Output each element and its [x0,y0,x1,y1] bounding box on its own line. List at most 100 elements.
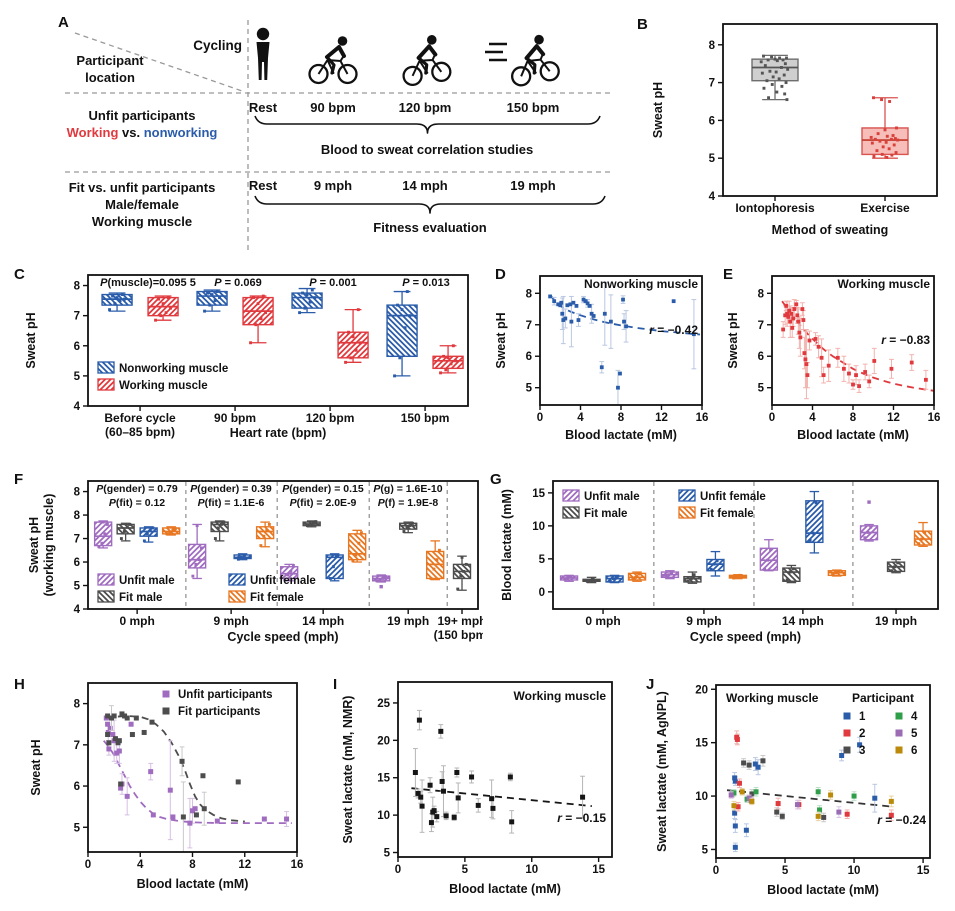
data-point [867,379,872,384]
jitter-point [437,548,441,552]
jitter-point [783,92,787,96]
panel-a: A Cycling Participant location Unfit partic… [50,8,630,260]
plot-frame [552,480,939,610]
data-point [786,315,791,319]
jitter-point [159,314,163,318]
jitter-point [154,318,158,322]
data-point [863,370,868,374]
data-point [752,761,758,767]
row2-group-label: Fit vs. unfit participants [69,180,216,195]
y-tick-label: 6 [74,341,80,353]
y-tick-label: 5 [74,581,81,593]
jitter-point [887,147,891,151]
jitter-point [444,368,448,372]
data-point [804,362,809,366]
trend-line [103,740,292,824]
jitter-point [393,374,397,378]
jitter-point [334,554,338,558]
jitter-point [383,575,387,579]
jitter-point [878,139,882,143]
data-point [800,307,805,311]
panel-label-b: B [637,16,648,33]
x-tick-label: 19 mph [875,614,917,628]
diagonal-divider [74,32,246,93]
annotation: Working muscle [838,277,931,291]
jitter-point [261,294,265,298]
data-point [455,795,461,801]
jitter-point [782,73,786,77]
x-tick-label: 12 [238,859,251,871]
legend-swatch [562,489,580,502]
panel-i: I 0 5 10 15 5 10 15 20 25 Sweat lactate (mM, NMR)… [330,672,630,907]
annotation: r = −0.83 [881,333,930,347]
jitter-point [876,132,880,136]
x-tick-label: 12 [655,412,668,424]
legend-label: Unfit male [119,575,175,587]
box-group [187,520,275,580]
jitter-point [569,575,573,579]
jitter-point [400,308,404,312]
jitter-point [197,558,201,562]
jitter-point [869,525,873,529]
jitter-point [301,291,305,295]
data-point [105,713,111,719]
jitter-point [259,544,263,548]
jitter-point [298,311,302,315]
jitter-point [775,59,779,63]
data-point [732,810,738,816]
legend-label: Working muscle [119,380,208,392]
jitter-point [239,555,243,559]
jitter-point [305,293,309,297]
scatter-series [105,705,241,853]
jitter-point [920,537,924,541]
jitter-point [566,576,570,580]
jitter-point [161,302,165,306]
jitter-point [451,344,455,348]
jitter-point [351,335,355,339]
legend-swatch [97,573,115,586]
y-tick-label: 6 [709,115,715,127]
data-point [116,748,122,754]
data-point [802,351,807,355]
jitter-point [405,290,409,294]
jitter-point [767,96,771,100]
data-point [618,371,622,376]
jitter-point [267,522,271,526]
legend-label: Fit male [119,592,162,604]
y-tick-label: 7 [74,740,80,752]
x-tick-label: 8 [189,859,196,871]
y-tick-label: 20 [377,735,390,747]
jitter-point [735,575,739,579]
data-point [440,788,446,794]
y-axis-label: Sweat pH [24,312,38,368]
jitter-point [631,577,635,581]
data-point [821,373,826,378]
jitter-point [101,520,105,524]
jitter-point [686,579,690,583]
data-point [563,316,568,321]
y-tick-label: 7 [526,320,532,332]
stage-label: 150 bpm [507,100,560,115]
data-point [112,736,118,742]
annotation: r = −0.24 [877,813,926,827]
jitter-point [171,528,175,532]
data-point [816,344,821,349]
jitter-point [148,528,152,532]
jitter-point [785,98,789,102]
plot-frame [715,684,931,859]
jitter-point [283,578,287,582]
jitter-point [880,98,883,102]
jitter-point [895,126,898,130]
x-tick-label: 19+ mph [437,614,483,628]
panel-h: H 0 4 8 12 16 5 6 7 8 Sweat pH Blood lactate (mM) U… [8,672,328,907]
jitter-point [883,128,887,132]
jitter-point [814,501,818,505]
jitter-point [892,143,896,147]
data-point [284,816,290,822]
panel-label-g: G [490,471,502,488]
y-tick-label: 5 [758,383,765,395]
annotation: P = 0.069 [214,277,261,289]
data-point [133,715,139,721]
data-point [214,818,220,824]
